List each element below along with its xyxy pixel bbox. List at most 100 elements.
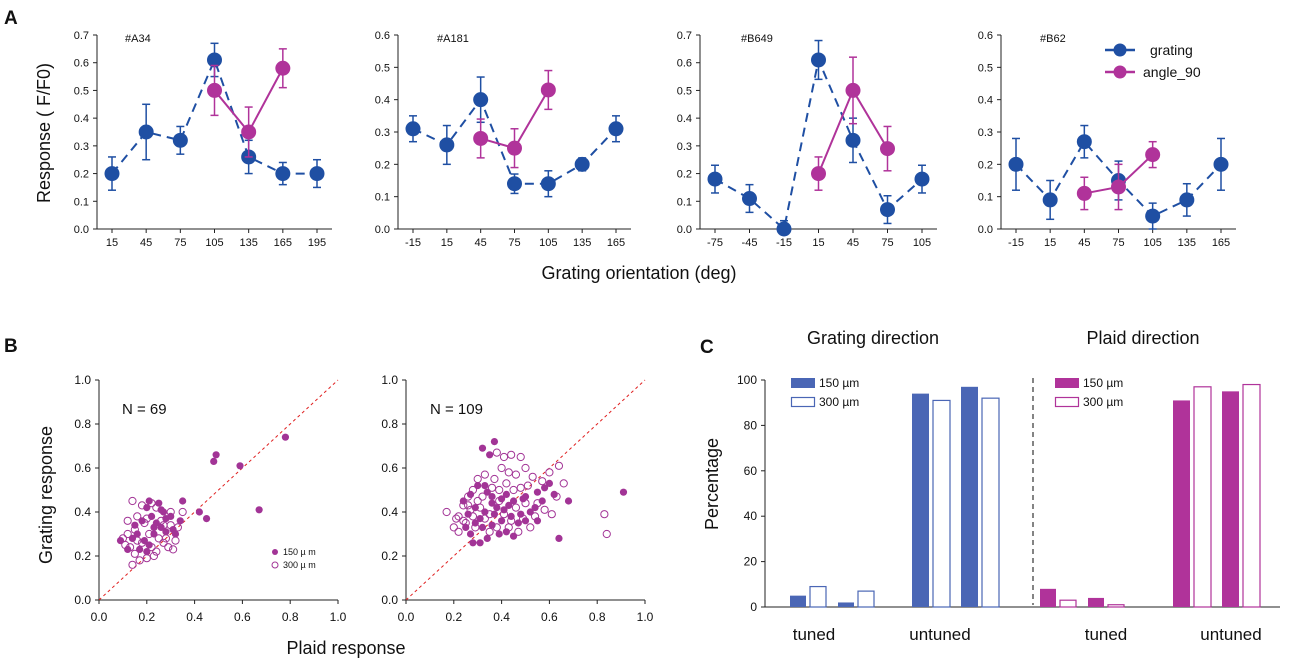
- panel-a-2-ytick-label: 0.4: [375, 95, 390, 107]
- scatter-2-point-150um: [564, 497, 573, 505]
- panel-a-plots: 0.0 0.1 0.2 0.3 0.4 0.5 0.6 0.7 15 45 75 105 135 165 1…: [74, 30, 1236, 249]
- panel-c-bar-plaid-300um: [1107, 604, 1125, 608]
- scatter-2-xtick-label: 0.0: [398, 610, 415, 624]
- panel-c-legend-plaid: 150 µm 300 µm: [1054, 376, 1123, 409]
- scatter-2-point-150um: [488, 493, 496, 501]
- scatter-2-point-300um: [490, 474, 499, 484]
- panel-a-2-xtick-label: 105: [539, 237, 557, 249]
- panel-a-2-xtick-label: 15: [441, 237, 453, 249]
- panel-a-4-angle_90-point: [1145, 147, 1161, 163]
- scatter-1-point-300um: [147, 543, 156, 552]
- scatter-2-point-150um: [476, 539, 484, 547]
- scatter-2-point-300um: [459, 501, 468, 510]
- panel-label-c: C: [700, 337, 714, 358]
- scatter-2-point-300um: [511, 470, 521, 479]
- scatter-1-point-150um: [179, 497, 187, 505]
- legend-300-label: 300 µ m: [283, 560, 316, 570]
- panel-a-3-ytick-label: 0.5: [677, 85, 692, 97]
- scatter-2-point-150um: [502, 490, 510, 498]
- panel-c-bar-plaid-150um: [1040, 588, 1056, 607]
- scatter-2-n-label: N = 109: [430, 401, 483, 418]
- panel-a-2-ytick-label: 0.0: [375, 224, 390, 236]
- panel-c-category-label-tuned: tuned: [793, 625, 836, 644]
- panel-a-3-xtick-label: 75: [881, 237, 893, 249]
- scatter-1-point-150um: [162, 528, 170, 536]
- scatter-1-xtick-label: 0.6: [234, 610, 251, 624]
- panel-a-1-ytick-label: 0.6: [74, 58, 89, 70]
- panel-a-2-grating-point: [405, 121, 421, 137]
- scatter-2-point-150um: [519, 495, 527, 503]
- scatter-2-point-300um: [478, 492, 487, 501]
- scatter-2-point-300um: [519, 514, 528, 523]
- panel-a-3-grating-point: [776, 221, 792, 237]
- panel-a-4-ytick-label: 0.4: [978, 95, 993, 107]
- cell-label-b649: #B649: [741, 33, 773, 45]
- panel-a-1-xtick-label: 195: [308, 237, 326, 249]
- panel-b-plots: 0.0 0.2 0.4 0.6 0.8 1.00.00.20.40.60.81.00.0 0…: [74, 373, 653, 624]
- cell-label-a181: #A181: [437, 33, 469, 45]
- panel-a-2-ytick-label: 0.3: [375, 127, 390, 139]
- scatter-2-point-300um: [492, 523, 501, 532]
- scatter-2-ytick-label: 0.6: [381, 461, 398, 475]
- scatter-1-ytick-label: 0.0: [74, 593, 91, 607]
- panel-a-3-xtick-label: 105: [913, 237, 931, 249]
- panel-a-4-ytick-label: 0.0: [978, 224, 993, 236]
- scatter-1-point-300um: [123, 529, 132, 539]
- scatter-2-point-300um: [485, 510, 494, 519]
- panel-a-2-angle_90-point: [473, 130, 489, 146]
- scatter-2-point-300um: [511, 503, 521, 512]
- panel-c-bar-grating-300um: [932, 399, 951, 608]
- scatter-2-point-300um: [507, 516, 516, 525]
- grating-direction-title: Grating direction: [807, 328, 939, 348]
- scatter-2-point-150um: [500, 506, 508, 514]
- panel-a-1-ytick-label: 0.7: [74, 30, 89, 42]
- panel-a-1-ytick-label: 0.0: [74, 224, 89, 236]
- panel-b-ylabel: Grating response: [36, 426, 56, 564]
- scatter-2-point-150um: [507, 512, 515, 521]
- scatter-2-point-300um: [454, 527, 463, 536]
- scatter-1-point-300um: [140, 518, 149, 528]
- scatter-1-point-150um: [176, 517, 184, 525]
- scatter-2-point-150um: [531, 504, 539, 512]
- panel-a-4-xtick-label: 45: [1078, 237, 1090, 249]
- scatter-1-ytick-label: 0.2: [74, 549, 91, 563]
- scatter-2-point-150um: [538, 497, 546, 505]
- panel-a-4-xtick-label: 165: [1212, 237, 1230, 249]
- scatter-2-point-300um: [545, 468, 554, 477]
- panel-a-4-grating-point: [1042, 192, 1058, 208]
- scatter-1-point-300um: [133, 536, 142, 545]
- legend-c-plaid-150-label: 150 µm: [1083, 376, 1123, 390]
- scatter-2-point-150um: [517, 510, 525, 518]
- scatter-1-point-300um: [125, 543, 135, 552]
- panel-a-2-grating-point: [540, 176, 556, 192]
- panel-a-1-ytick-label: 0.4: [74, 113, 89, 125]
- scatter-1-point-150um: [281, 433, 290, 441]
- panel-label-a: A: [4, 8, 18, 29]
- scatter-2-point-150um: [495, 530, 503, 538]
- legend-150-label: 150 µ m: [283, 547, 316, 557]
- panel-a-1-grating-point: [172, 132, 188, 148]
- scatter-2-point-300um: [480, 470, 489, 479]
- scatter-2-ytick-label: 1.0: [381, 373, 398, 387]
- panel-c-ytick-label: 80: [744, 418, 758, 432]
- scatter-1-point-300um: [168, 545, 178, 554]
- panel-a-4-ytick-label: 0.5: [978, 62, 993, 74]
- legend-c-grating-300-swatch: [790, 396, 816, 408]
- scatter-2-ytick-label: 0.0: [381, 593, 398, 607]
- scatter-2-point-300um: [499, 452, 509, 462]
- scatter-2-point-300um: [461, 518, 470, 528]
- panel-c-bar-plaid-150um: [1222, 391, 1239, 607]
- panel-c-bar-plaid-300um: [1193, 386, 1212, 608]
- scatter-2-point-150um: [488, 499, 496, 507]
- scatter-2-point-150um: [483, 534, 491, 543]
- scatter-2-point-300um: [600, 510, 609, 519]
- panel-a-1-grating-point: [104, 166, 120, 182]
- legend-c-plaid-150-swatch: [1055, 378, 1079, 388]
- scatter-1-point-300um: [152, 503, 161, 512]
- panel-a-3-xtick-label: -75: [707, 237, 723, 249]
- scatter-1-point-300um: [149, 551, 159, 561]
- legend-c-plaid-300-swatch: [1054, 396, 1080, 408]
- panel-a-3-ytick-label: 0.6: [677, 58, 692, 70]
- scatter-1-n-label: N = 69: [122, 401, 167, 418]
